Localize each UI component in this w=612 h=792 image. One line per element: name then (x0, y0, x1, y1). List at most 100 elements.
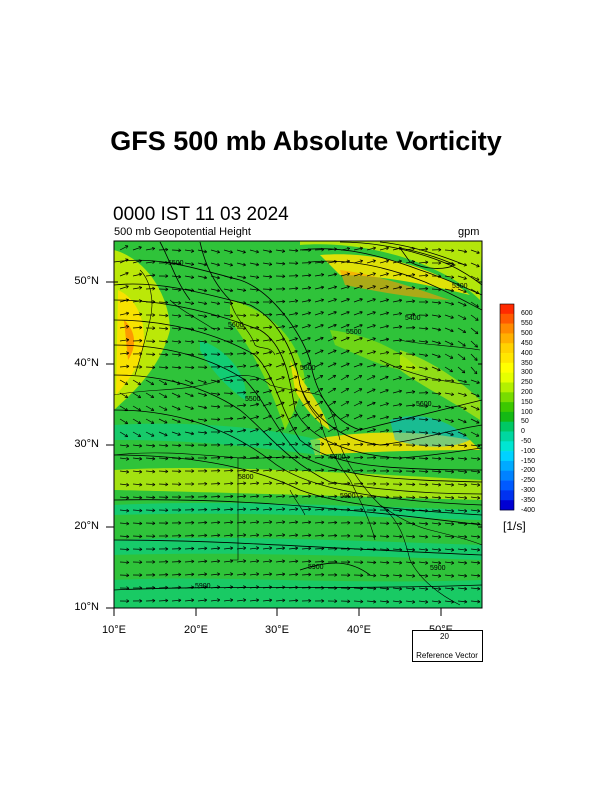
wind-arrow (262, 339, 272, 342)
wind-arrow (392, 312, 402, 316)
wind-arrow (236, 508, 246, 511)
wind-arrow-head (399, 573, 403, 577)
wind-arrow-head (217, 534, 221, 538)
wind-arrow-head (295, 520, 299, 523)
wind-arrow (470, 457, 480, 460)
wind-arrow-head (360, 601, 364, 604)
wind-arrow-head (242, 277, 246, 280)
wind-arrow-head (256, 481, 260, 484)
wind-arrow (132, 522, 143, 524)
wind-arrow-head (178, 509, 182, 512)
wind-arrow (210, 521, 221, 524)
wind-arrow-head (126, 365, 130, 369)
wind-arrow-head (412, 534, 416, 538)
colorbar-tick-label: -350 (521, 496, 536, 504)
wind-arrow (366, 600, 377, 603)
wind-arrow-head (217, 341, 221, 344)
wind-arrow-head (269, 521, 273, 524)
wind-arrow-head (217, 417, 221, 420)
wind-arrow-head (204, 470, 208, 473)
wind-arrow (288, 521, 298, 524)
wind-arrow (431, 418, 441, 422)
wind-arrow-head (412, 508, 416, 512)
wind-arrow-head (269, 546, 273, 549)
wind-arrow-head (269, 415, 272, 419)
wind-arrow-head (398, 311, 402, 314)
wind-arrow-head (438, 262, 442, 265)
wind-arrow-head (373, 509, 377, 512)
wind-arrow (158, 587, 169, 589)
wind-arrow (210, 599, 220, 602)
wind-arrow-head (126, 339, 130, 342)
wind-arrow-head (165, 262, 169, 265)
wind-arrow-head (321, 508, 325, 512)
wind-arrow (119, 285, 129, 290)
wind-arrow-head (268, 402, 272, 404)
wind-arrow (301, 274, 312, 277)
wind-arrow-head (139, 471, 143, 474)
wind-arrow-head (412, 430, 416, 433)
wind-arrow-head (204, 533, 208, 536)
wind-arrow (223, 262, 233, 266)
wind-arrow-head (178, 458, 182, 461)
wind-arrow-head (308, 456, 312, 459)
wind-arrow (418, 261, 429, 264)
wind-arrow (119, 299, 129, 303)
wind-arrow (249, 275, 259, 278)
wind-arrow (210, 586, 220, 589)
wind-arrow-head (256, 289, 260, 292)
wind-arrow-head (477, 407, 480, 410)
wind-arrow-head (425, 341, 429, 344)
wind-arrow-head (412, 325, 416, 328)
wind-arrow-head (360, 573, 364, 576)
wind-arrow (158, 431, 168, 436)
wind-arrow-head (464, 562, 468, 565)
wind-arrow-head (165, 598, 169, 601)
wind-arrow (223, 573, 233, 576)
wind-arrow (366, 272, 376, 277)
wind-arrow-head (269, 287, 273, 290)
wind-arrow-head (204, 418, 208, 421)
wind-arrow (379, 325, 389, 329)
wind-arrow-head (438, 469, 442, 473)
wind-arrow-head (256, 339, 260, 343)
wind-arrow-head (269, 262, 273, 265)
wind-arrow-head (399, 247, 402, 251)
wind-arrow-head (451, 588, 455, 591)
wind-arrow-head (412, 416, 416, 420)
wind-arrow (145, 392, 154, 398)
wind-arrow-head (386, 496, 390, 500)
wind-arrow-head (256, 521, 260, 524)
wind-arrow-head (308, 287, 312, 290)
wind-arrow-head (425, 535, 429, 538)
wind-arrow-head (190, 395, 194, 398)
wind-arrow-head (411, 246, 415, 249)
wind-arrow-head (269, 520, 273, 523)
wind-arrow (158, 392, 168, 398)
wind-arrow-head (477, 445, 481, 448)
wind-arrow (119, 258, 129, 264)
wind-arrow (223, 586, 233, 589)
wind-arrow (210, 288, 220, 292)
wind-arrow-head (320, 323, 324, 326)
wind-arrow (197, 392, 207, 396)
wind-arrow-head (437, 433, 441, 436)
wind-arrow-head (230, 444, 234, 447)
wind-arrow-head (334, 427, 337, 431)
wind-arrow-head (282, 560, 286, 564)
wind-arrow-head (152, 574, 156, 577)
wind-arrow-head (334, 468, 338, 471)
wind-arrow (353, 428, 363, 433)
wind-arrow (223, 379, 233, 382)
wind-arrow-head (399, 510, 403, 513)
wind-arrow-head (398, 259, 402, 262)
wind-arrow (470, 249, 480, 254)
wind-arrow-head (204, 432, 208, 435)
wind-arrow-head (477, 588, 481, 591)
wind-arrow (288, 586, 299, 589)
wind-arrow-head (295, 521, 299, 524)
wind-arrow-head (178, 394, 181, 398)
wind-arrow-head (321, 247, 325, 250)
wind-arrow (457, 366, 466, 374)
wind-arrow-head (230, 533, 234, 536)
